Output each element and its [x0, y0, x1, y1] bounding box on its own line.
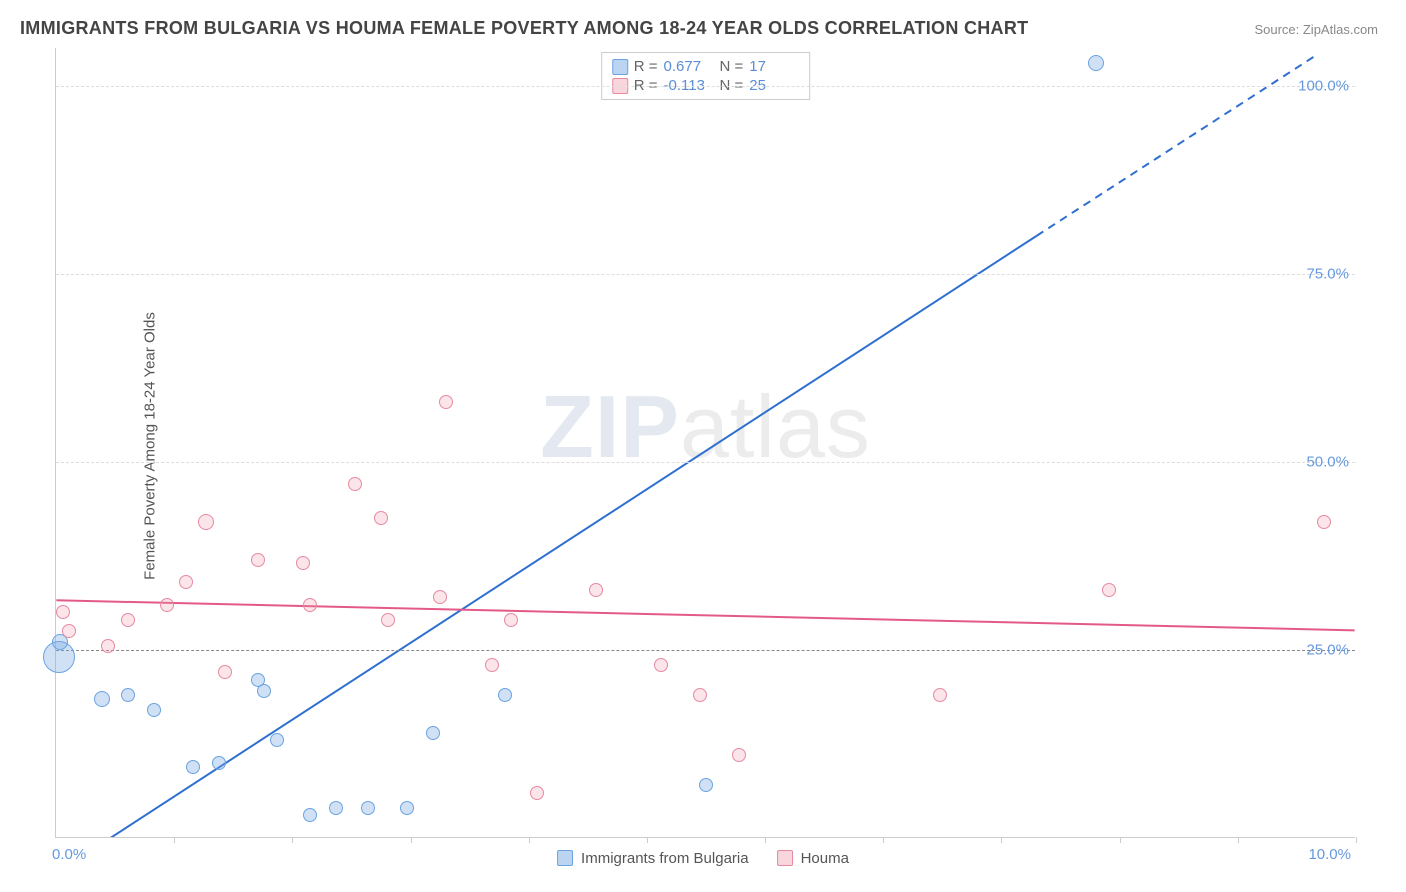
scatter-point — [426, 726, 440, 740]
scatter-point — [270, 733, 284, 747]
source-label: Source: ZipAtlas.com — [1254, 22, 1378, 37]
scatter-point — [94, 691, 110, 707]
xtick — [411, 837, 412, 843]
scatter-point — [381, 613, 395, 627]
scatter-point — [147, 703, 161, 717]
xtick — [1238, 837, 1239, 843]
scatter-point — [1317, 515, 1331, 529]
scatter-point — [374, 511, 388, 525]
r-label: R = — [634, 58, 658, 75]
scatter-point — [439, 395, 453, 409]
n-value-blue: 17 — [749, 58, 799, 75]
ytick-label: 100.0% — [1298, 77, 1349, 94]
legend-item: Houma — [777, 850, 849, 867]
gridline-h — [56, 86, 1355, 87]
xtick — [529, 837, 530, 843]
scatter-point — [504, 613, 518, 627]
scatter-point — [101, 639, 115, 653]
legend-label: Immigrants from Bulgaria — [581, 850, 749, 867]
scatter-point — [361, 801, 375, 815]
r-value-blue: 0.677 — [664, 58, 714, 75]
scatter-point — [56, 605, 70, 619]
scatter-point — [186, 760, 200, 774]
ytick-label: 75.0% — [1306, 265, 1349, 282]
scatter-point — [654, 658, 668, 672]
scatter-point — [1088, 55, 1104, 71]
legend-stats: R = 0.677 N = 17 R = -0.113 N = 25 — [601, 52, 811, 100]
scatter-point — [121, 613, 135, 627]
scatter-point — [329, 801, 343, 815]
scatter-point — [732, 748, 746, 762]
plot-area: ZIPatlas R = 0.677 N = 17 R = -0.113 N =… — [55, 48, 1355, 838]
scatter-point — [257, 684, 271, 698]
scatter-point — [212, 756, 226, 770]
xtick — [292, 837, 293, 843]
scatter-point — [485, 658, 499, 672]
scatter-point — [62, 624, 76, 638]
xtick-label: 0.0% — [52, 846, 86, 863]
scatter-point — [1102, 583, 1116, 597]
legend-swatch-icon — [557, 850, 573, 866]
scatter-point — [303, 598, 317, 612]
chart-title: IMMIGRANTS FROM BULGARIA VS HOUMA FEMALE… — [20, 18, 1028, 39]
xtick — [1356, 837, 1357, 843]
gridline-h — [56, 274, 1355, 275]
scatter-point — [251, 553, 265, 567]
scatter-point — [348, 477, 362, 491]
scatter-point — [160, 598, 174, 612]
legend-row-blue: R = 0.677 N = 17 — [612, 57, 800, 76]
xtick — [765, 837, 766, 843]
scatter-point — [589, 583, 603, 597]
xtick — [1120, 837, 1121, 843]
legend-label: Houma — [801, 850, 849, 867]
scatter-point — [433, 590, 447, 604]
legend-item: Immigrants from Bulgaria — [557, 850, 749, 867]
legend-swatch-icon — [777, 850, 793, 866]
scatter-point — [498, 688, 512, 702]
scatter-point — [198, 514, 214, 530]
swatch-blue-icon — [612, 59, 628, 75]
scatter-point — [699, 778, 713, 792]
xtick-label: 10.0% — [1308, 846, 1351, 863]
scatter-point — [933, 688, 947, 702]
scatter-point — [218, 665, 232, 679]
gridline-h — [56, 462, 1355, 463]
scatter-point — [693, 688, 707, 702]
n-label: N = — [720, 58, 744, 75]
scatter-point — [530, 786, 544, 800]
scatter-point — [303, 808, 317, 822]
xtick — [1001, 837, 1002, 843]
xtick — [174, 837, 175, 843]
scatter-point — [179, 575, 193, 589]
xtick — [647, 837, 648, 843]
trend-lines — [56, 48, 1355, 837]
ytick-label: 50.0% — [1306, 453, 1349, 470]
scatter-point — [296, 556, 310, 570]
gridline-h — [56, 650, 1355, 651]
scatter-point — [121, 688, 135, 702]
xtick — [883, 837, 884, 843]
legend-bottom: Immigrants from Bulgaria Houma — [557, 844, 849, 872]
ytick-label: 25.0% — [1306, 641, 1349, 658]
scatter-point — [400, 801, 414, 815]
